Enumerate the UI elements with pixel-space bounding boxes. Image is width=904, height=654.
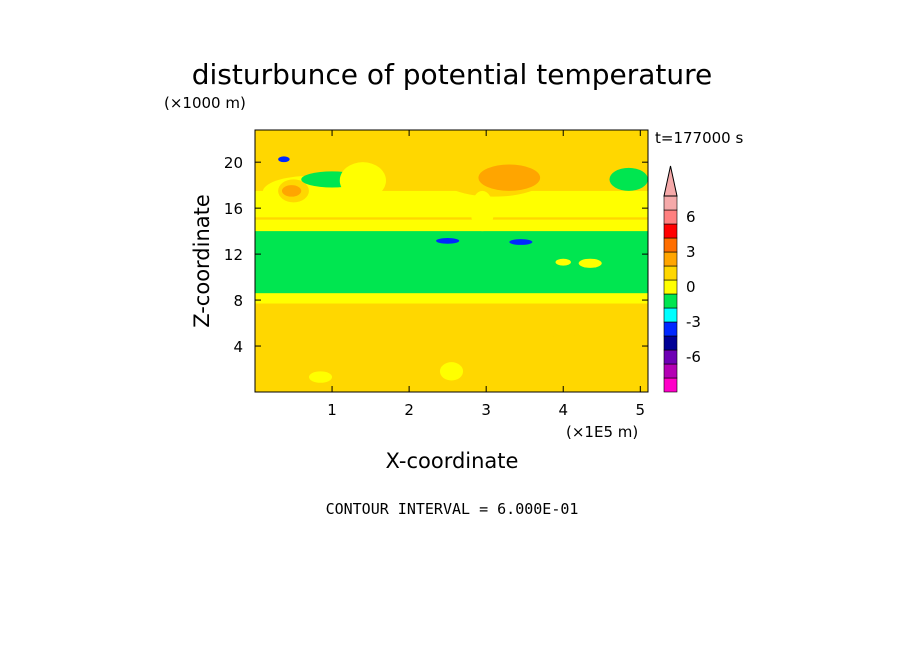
contour-patch <box>339 162 386 199</box>
colorbar-tick-label: -6 <box>686 348 701 366</box>
x-tick-label: 4 <box>558 401 568 419</box>
colorbar-tick-label: 3 <box>686 243 696 261</box>
x-axis-label: X-coordinate <box>386 449 519 473</box>
colorbar-swatch <box>663 237 678 253</box>
contour-patch <box>509 239 533 245</box>
contour-patch <box>278 317 356 341</box>
contour-band <box>255 219 648 234</box>
colorbar-arrow <box>663 165 678 197</box>
contour-patch <box>578 258 602 268</box>
contour-band <box>255 293 648 304</box>
x-tick-label: 1 <box>327 401 337 419</box>
plot-frame <box>254 129 649 393</box>
y-tick-label: 16 <box>224 200 243 218</box>
contour-field <box>255 130 648 392</box>
colorbar-swatch <box>663 377 678 393</box>
colorbar-swatch <box>663 293 678 309</box>
x-tick-label: 5 <box>636 401 646 419</box>
colorbar-swatch <box>663 363 678 379</box>
colorbar-swatch <box>663 321 678 337</box>
contour-patch <box>478 164 541 191</box>
y-axis-label: Z-coordinate <box>190 194 214 328</box>
colorbar: 6 3 0 -3 -6 <box>663 165 701 393</box>
contour-patch <box>278 156 290 163</box>
contour-patch <box>470 190 494 232</box>
colorbar-swatch <box>663 251 678 267</box>
colorbar-tick-label: -3 <box>686 313 701 331</box>
contour-patch <box>424 317 510 341</box>
chart-title: disturbunce of potential temperature <box>192 58 713 91</box>
y-unit-label: (×1000 m) <box>164 94 246 112</box>
colorbar-swatch <box>663 279 678 295</box>
y-tick-label: 12 <box>224 246 243 264</box>
time-label: t=177000 s <box>655 129 743 147</box>
colorbar-swatch <box>663 209 678 225</box>
colorbar-swatch <box>663 349 678 365</box>
contour-patch <box>609 167 648 191</box>
y-tick-label: 8 <box>233 292 243 310</box>
colorbar-swatch <box>663 223 678 239</box>
colorbar-swatch <box>663 307 678 323</box>
x-tick-label: 3 <box>481 401 491 419</box>
colorbar-swatch <box>663 265 678 281</box>
contour-patch <box>281 185 302 197</box>
contour-patch <box>624 323 648 347</box>
contour-patch <box>436 238 460 244</box>
colorbar-swatch <box>663 335 678 351</box>
y-axis: 4 8 12 16 20 <box>224 154 648 356</box>
colorbar-tick-label: 6 <box>686 208 696 226</box>
y-tick-label: 20 <box>224 154 243 172</box>
contour-patch <box>439 362 464 381</box>
colorbar-tick-label: 0 <box>686 278 696 296</box>
x-axis: 1 2 3 4 5 <box>327 130 645 419</box>
contour-patch <box>555 258 571 266</box>
contour-patch <box>524 320 587 337</box>
contour-interval-note: CONTOUR INTERVAL = 6.000E-01 <box>326 500 579 518</box>
contour-patch <box>308 371 333 383</box>
x-unit-label: (×1E5 m) <box>566 423 638 441</box>
y-tick-label: 4 <box>233 338 243 356</box>
colorbar-swatch <box>663 195 678 211</box>
x-tick-label: 2 <box>404 401 414 419</box>
